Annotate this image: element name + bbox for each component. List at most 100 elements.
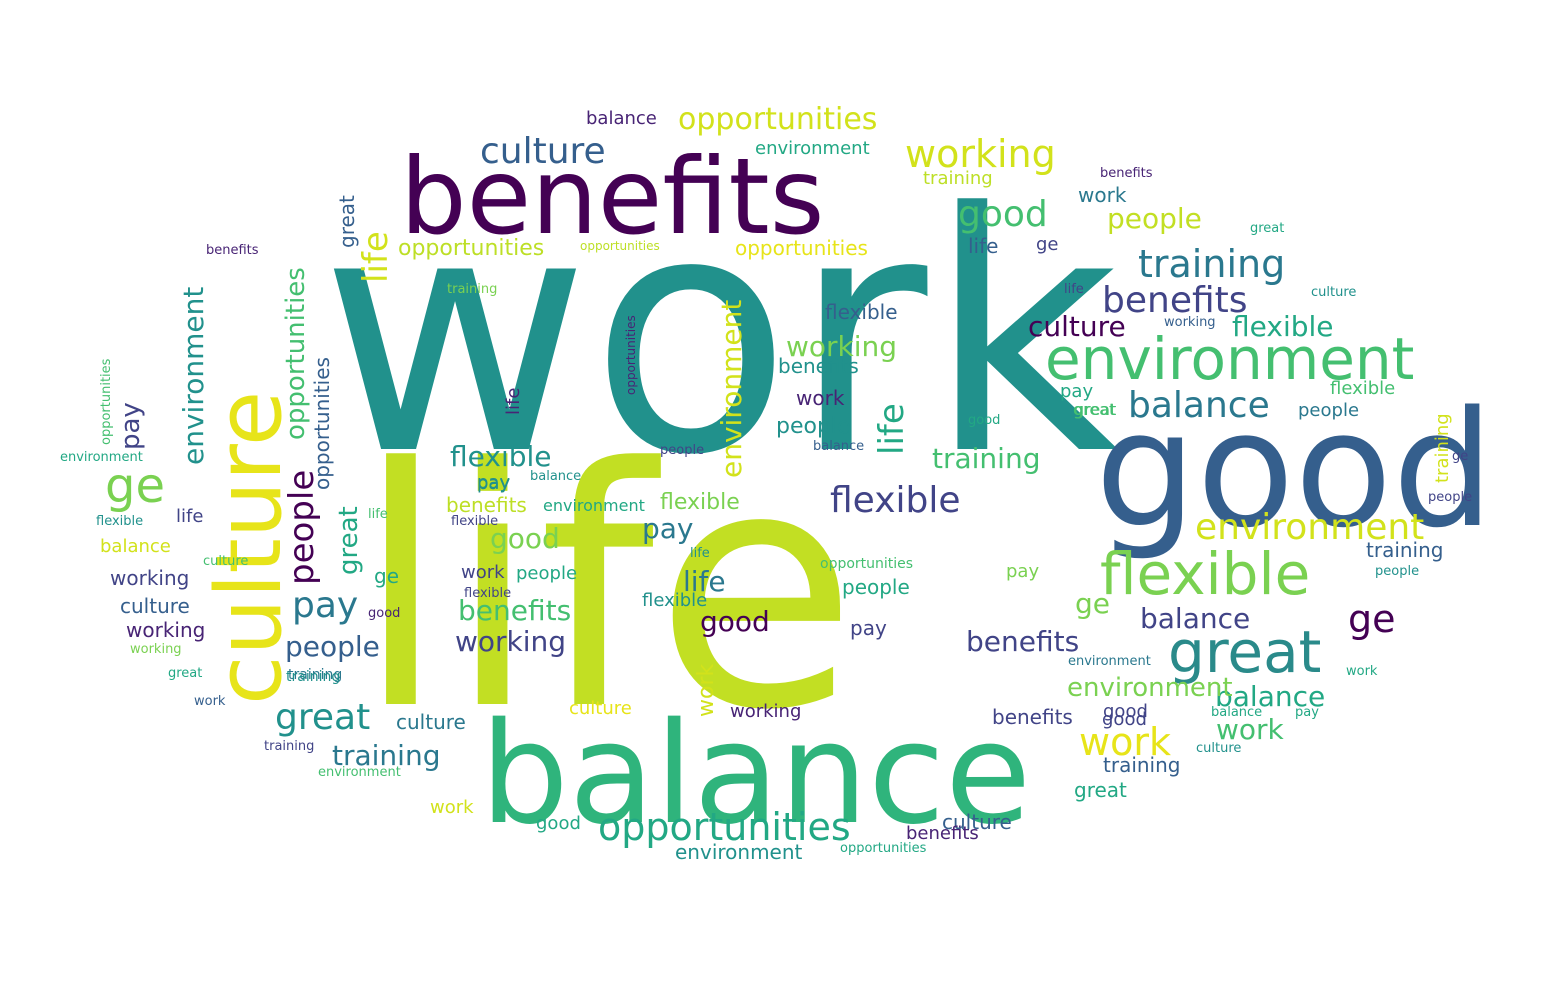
word: environment (715, 299, 748, 478)
word: opportunities (735, 236, 868, 260)
word: working (730, 701, 802, 722)
word: environment (60, 450, 143, 465)
word: work (320, 143, 1119, 527)
word: working (786, 330, 898, 363)
word: work (1216, 713, 1284, 746)
word: opportunities (840, 841, 927, 856)
word: flexible (1330, 378, 1396, 399)
word: work (1346, 664, 1378, 679)
word: work (1078, 183, 1127, 207)
word: life (503, 387, 524, 415)
word: training (286, 669, 341, 685)
word: life (683, 565, 726, 598)
word: working (455, 625, 567, 658)
word: working (110, 566, 190, 590)
word: work (1079, 720, 1171, 764)
word: people (285, 630, 380, 663)
word: good (958, 194, 1048, 235)
word: pay (1060, 381, 1094, 402)
word: good (490, 522, 560, 555)
word: work (461, 562, 505, 583)
word: good (368, 606, 401, 621)
word: environment (1045, 325, 1415, 393)
word: balance (1140, 602, 1251, 635)
word: life (690, 546, 710, 561)
word: benefits (458, 594, 572, 627)
word: good (1102, 709, 1147, 730)
word: flexible (450, 440, 552, 473)
word: balance (1215, 680, 1326, 713)
word: people (842, 575, 910, 599)
word: benefits (992, 705, 1073, 729)
word: opportunities (624, 315, 638, 395)
word: flexible (660, 490, 740, 515)
word: opportunities (820, 556, 914, 572)
word: environment (177, 286, 210, 465)
word: life (872, 403, 912, 455)
word: flexible (825, 300, 898, 324)
word: work (194, 694, 226, 709)
word: opportunities (310, 357, 334, 490)
word: environment (1068, 654, 1151, 669)
word: good (968, 413, 1001, 428)
word: balance (1211, 705, 1263, 720)
word: great (1250, 221, 1285, 236)
word: flexible (830, 480, 961, 521)
word: benefits (1100, 166, 1153, 181)
word: balance (1128, 385, 1270, 426)
word: life (968, 234, 999, 258)
word: culture (480, 131, 606, 172)
word: benefits (966, 625, 1080, 658)
word: work (694, 663, 719, 717)
word: culture (1196, 741, 1242, 756)
word: culture (1311, 285, 1357, 300)
word: life (176, 506, 204, 527)
word: work (796, 386, 845, 410)
word: benefits (400, 136, 825, 258)
word: opportunities (398, 236, 545, 261)
word: great (1168, 618, 1322, 686)
word: good (1095, 376, 1494, 563)
word: working (1164, 315, 1216, 330)
word: opportunities (678, 102, 878, 137)
word: training (288, 667, 343, 683)
word: training (1366, 538, 1444, 562)
word: people (660, 443, 705, 458)
word: good (1103, 701, 1148, 722)
word: culture (942, 810, 1012, 834)
word: opportunities (281, 267, 311, 440)
word: pay (477, 472, 511, 493)
word: benefits (906, 823, 979, 844)
word: benefits (206, 243, 259, 258)
word: life (356, 231, 396, 283)
word: good (536, 813, 581, 834)
word: flexible (1232, 310, 1334, 343)
word: balance (813, 439, 865, 454)
word: work (430, 797, 474, 818)
word: pay (642, 512, 694, 545)
word: life (368, 507, 388, 522)
word: training (1138, 242, 1286, 286)
word: great (275, 697, 371, 738)
word: great (168, 666, 203, 681)
word: balance (586, 108, 657, 129)
word: ge (1075, 587, 1110, 620)
word: opportunities (99, 358, 114, 445)
word: culture (1028, 310, 1126, 343)
word: culture (569, 698, 632, 719)
word: culture (203, 554, 249, 569)
word: great (1074, 400, 1117, 419)
word: training (447, 282, 498, 297)
word: benefits (778, 354, 859, 378)
word: pay (116, 402, 146, 450)
word: pay (292, 585, 359, 626)
word: flexible (464, 586, 512, 601)
word: good (700, 605, 770, 638)
word: people (516, 563, 578, 584)
word: training (923, 168, 993, 189)
word: opportunities (598, 805, 851, 849)
word: benefits (1102, 280, 1248, 321)
word: training (932, 442, 1041, 475)
word: environment (318, 765, 401, 780)
